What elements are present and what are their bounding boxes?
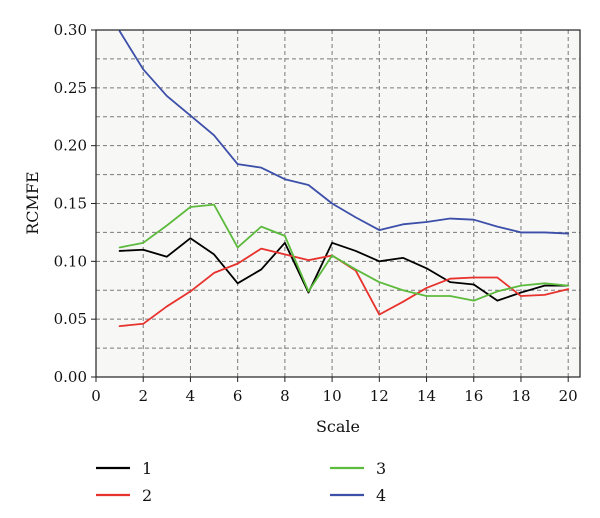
legend-label-4: 4 (376, 486, 386, 505)
y-tick-label: 0.20 (54, 137, 87, 155)
y-tick-label: 0.30 (54, 21, 87, 39)
x-tick-label: 10 (323, 387, 342, 405)
x-tick-label: 20 (559, 387, 578, 405)
x-axis-title: Scale (316, 417, 360, 436)
y-tick-label: 0.25 (54, 79, 87, 97)
grid-lines (96, 30, 580, 377)
series-1-line (118, 237, 570, 302)
y-tick-label: 0.15 (54, 195, 87, 213)
series-3-line (118, 203, 570, 302)
y-tick-label: 0.00 (54, 368, 87, 386)
x-tick-label: 18 (511, 387, 530, 405)
x-tick-label: 0 (91, 387, 101, 405)
x-tick-label: 8 (280, 387, 290, 405)
x-axis: 0 2 4 6 8 10 12 14 16 18 20 (91, 377, 578, 405)
x-tick-label: 4 (186, 387, 196, 405)
x-tick-label: 14 (417, 387, 436, 405)
legend-label-3: 3 (376, 459, 386, 478)
y-tick-label: 0.05 (54, 310, 87, 328)
y-axis-title: RCMFE (23, 171, 42, 234)
series-layer (118, 30, 570, 328)
y-tick-label: 0.10 (54, 252, 87, 270)
legend: 1 3 2 4 (96, 459, 386, 505)
x-tick-label: 12 (370, 387, 389, 405)
series-4-line (118, 30, 570, 235)
legend-label-2: 2 (142, 486, 152, 505)
x-tick-label: 16 (464, 387, 483, 405)
x-tick-label: 6 (233, 387, 243, 405)
x-tick-label: 2 (138, 387, 148, 405)
legend-label-1: 1 (142, 459, 152, 478)
y-axis: 0.00 0.05 0.10 0.15 0.20 0.25 0.30 (54, 21, 96, 386)
